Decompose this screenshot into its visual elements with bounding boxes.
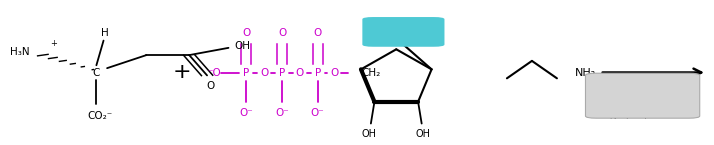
Text: NH₂: NH₂	[575, 68, 596, 77]
Text: O: O	[330, 68, 338, 77]
Text: Inorganic: Inorganic	[623, 96, 662, 105]
Text: Mg²⁺: Mg²⁺	[630, 81, 655, 90]
Text: O: O	[206, 81, 215, 90]
Text: O: O	[393, 39, 400, 48]
Text: O⁻: O⁻	[239, 108, 253, 118]
Text: ⁻O: ⁻O	[208, 68, 221, 77]
Text: OH: OH	[362, 129, 377, 139]
Text: C: C	[93, 68, 100, 77]
Text: Adenine: Adenine	[379, 27, 428, 37]
Text: H: H	[101, 28, 109, 38]
Text: P: P	[279, 68, 285, 77]
Text: P: P	[315, 68, 321, 77]
Text: CH₂: CH₂	[361, 68, 381, 77]
Text: O: O	[242, 28, 251, 38]
Text: O⁻: O⁻	[275, 108, 289, 118]
Text: pyrophosphatase: pyrophosphatase	[609, 110, 676, 119]
Text: H₃N: H₃N	[11, 47, 30, 57]
Text: +: +	[173, 62, 191, 83]
FancyBboxPatch shape	[362, 17, 444, 47]
Text: OH: OH	[416, 129, 431, 139]
Text: O: O	[260, 68, 268, 77]
Text: +: +	[50, 39, 57, 48]
Text: O: O	[313, 28, 322, 38]
FancyBboxPatch shape	[585, 73, 700, 118]
Text: P: P	[243, 68, 249, 77]
Text: OH: OH	[235, 41, 251, 51]
Text: O: O	[278, 28, 286, 38]
Text: O: O	[296, 68, 304, 77]
Text: O⁻: O⁻	[311, 108, 325, 118]
Text: CO₂⁻: CO₂⁻	[87, 111, 113, 121]
